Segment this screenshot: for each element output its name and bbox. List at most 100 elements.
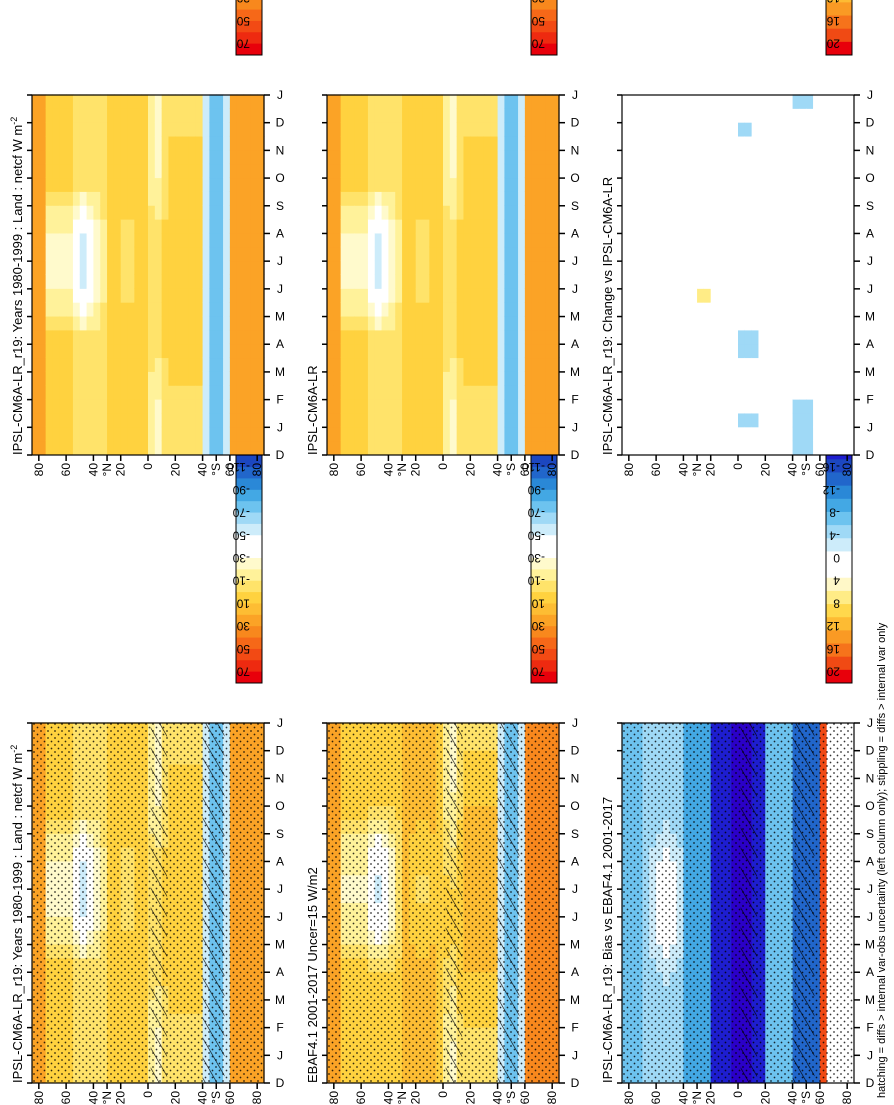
heatmap-cell <box>327 412 335 428</box>
heatmap-cell <box>449 329 458 345</box>
heatmap-cell <box>402 329 410 345</box>
x-tick-label: M <box>865 938 875 952</box>
heatmap-cell <box>107 371 115 386</box>
heatmap-cell <box>374 412 383 428</box>
heatmap-cell <box>388 149 396 165</box>
heatmap-cell <box>524 329 533 345</box>
heatmap-cell <box>538 94 546 109</box>
heatmap-cell <box>72 412 81 428</box>
heatmap-cell <box>175 329 183 345</box>
heatmap-cell <box>202 163 211 179</box>
heatmap-cell <box>79 246 88 262</box>
heatmap-cell <box>100 260 108 275</box>
heatmap-cell <box>79 371 88 386</box>
heatmap-cell <box>107 246 115 262</box>
heatmap-cell <box>134 288 142 303</box>
heatmap-cell <box>552 357 560 372</box>
heatmap-cell <box>497 371 506 386</box>
x-tick-label: A <box>276 226 284 240</box>
heatmap-cell <box>175 260 183 275</box>
heatmap-cell <box>422 163 430 179</box>
heatmap-cell <box>79 302 88 317</box>
heatmap-cell <box>374 219 383 234</box>
heatmap-cell <box>32 219 40 234</box>
heatmap-cell <box>333 260 342 275</box>
heatmap-cell <box>511 260 519 275</box>
heatmap-cell <box>552 219 560 234</box>
heatmap-cell <box>141 135 149 151</box>
heatmap-cell <box>497 232 506 248</box>
heatmap-cell <box>52 385 60 400</box>
x-tick-label: J <box>277 910 283 924</box>
heatmap-cell <box>45 135 54 151</box>
heatmap-cell <box>545 205 553 220</box>
heatmap-cell <box>422 135 430 151</box>
y-tick-label: 60 <box>649 1091 663 1105</box>
colorbar-frame <box>530 0 558 56</box>
heatmap-cell <box>524 426 533 442</box>
heatmap-cell <box>148 94 156 109</box>
heatmap-cell <box>415 191 424 206</box>
heatmap-cell <box>524 122 533 137</box>
heatmap-cell <box>161 357 170 372</box>
heatmap-cell <box>182 288 190 303</box>
heatmap-cell <box>93 191 101 206</box>
heatmap-cell <box>524 357 533 372</box>
heatmap-cell <box>168 426 176 442</box>
y-tick-label: 40 <box>676 1091 690 1105</box>
heatmap-cell <box>504 315 512 331</box>
colorbar-label: 10 <box>531 596 545 610</box>
y-tick-label: °S <box>209 1091 223 1104</box>
heatmap-cell <box>354 149 362 165</box>
heatmap-cell <box>32 357 40 372</box>
heatmap-cell <box>622 426 630 442</box>
x-tick-label: A <box>276 965 284 979</box>
heatmap-cell <box>120 302 129 317</box>
heatmap-cell <box>374 232 383 248</box>
heatmap-cell <box>490 205 499 220</box>
heatmap-cell <box>449 426 458 442</box>
colorbar-swatch <box>236 534 262 547</box>
heatmap-cell <box>250 357 258 372</box>
heatmap-cell <box>340 219 349 234</box>
heatmap-cell <box>127 246 135 262</box>
heatmap-cell <box>141 108 149 123</box>
heatmap-cell <box>38 302 47 317</box>
heatmap-cell <box>327 94 335 109</box>
heatmap-cell <box>470 357 478 372</box>
heatmap-cell <box>443 440 451 455</box>
heatmap-cell <box>243 205 251 220</box>
heatmap-cell <box>402 385 410 400</box>
heatmap-cell <box>113 94 122 109</box>
colorbar-label: 30 <box>236 619 250 633</box>
heatmap-cell <box>497 274 506 289</box>
heatmap-cell <box>374 135 383 151</box>
x-tick-label: M <box>275 310 285 324</box>
heatmap-cell <box>202 399 211 414</box>
heatmap-cell <box>545 94 553 109</box>
heatmap-cell <box>93 260 101 275</box>
heatmap-cell <box>209 371 217 386</box>
heatmap-cell <box>127 205 135 220</box>
heatmap-cell <box>402 232 410 248</box>
heatmap-cell <box>243 135 251 151</box>
heatmap-cell <box>449 440 458 455</box>
heatmap-cell <box>497 246 506 262</box>
heatmap-cell <box>202 357 211 372</box>
heatmap-cell <box>538 149 546 165</box>
heatmap-cell <box>161 122 170 137</box>
colorbar-swatch <box>826 458 852 473</box>
heatmap-cell <box>354 274 362 289</box>
heatmap-cell <box>628 274 637 289</box>
heatmap-cell <box>113 163 122 179</box>
heatmap-cell <box>490 426 499 442</box>
heatmap-cell <box>443 288 451 303</box>
heatmap-cell <box>52 371 60 386</box>
heatmap-cell <box>257 399 265 414</box>
heatmap-cell <box>395 412 403 428</box>
x-tick-label: M <box>275 938 285 952</box>
heatmap-cell <box>622 274 630 289</box>
heatmap-cell <box>490 385 499 400</box>
heatmap-cell <box>148 399 156 414</box>
